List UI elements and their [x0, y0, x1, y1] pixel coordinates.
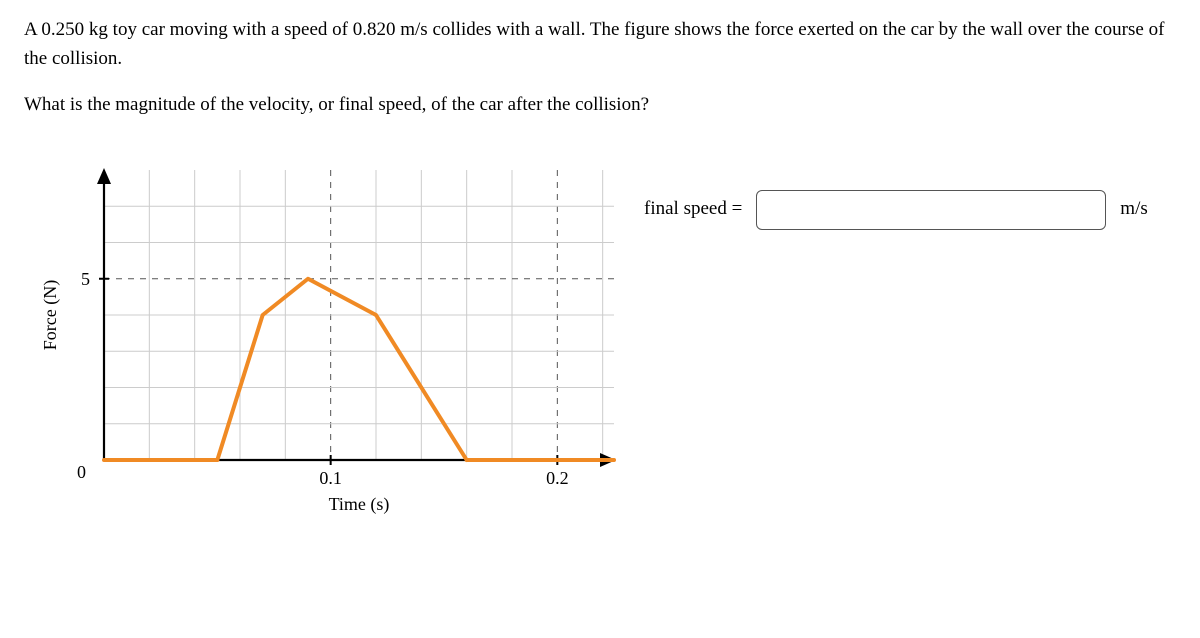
- chart-svg: 0.1 0.2 5 0 Time (s) Force (N): [24, 160, 634, 520]
- problem-statement: A 0.250 kg toy car moving with a speed o…: [24, 16, 1176, 73]
- answer-row: final speed = m/s: [644, 190, 1148, 230]
- svg-text:Force (N): Force (N): [40, 279, 61, 349]
- svg-text:5: 5: [81, 268, 90, 288]
- svg-text:0: 0: [77, 462, 86, 482]
- force-time-chart: 0.1 0.2 5 0 Time (s) Force (N): [24, 160, 634, 520]
- svg-text:0.2: 0.2: [546, 468, 569, 488]
- content-row: 0.1 0.2 5 0 Time (s) Force (N) final speed = …: [24, 160, 1176, 520]
- answer-unit: m/s: [1120, 195, 1147, 224]
- svg-text:0.1: 0.1: [319, 468, 342, 488]
- svg-text:Time (s): Time (s): [329, 494, 390, 515]
- problem-question: What is the magnitude of the velocity, o…: [24, 91, 1176, 120]
- final-speed-input[interactable]: [756, 190, 1106, 230]
- answer-label: final speed =: [644, 195, 742, 224]
